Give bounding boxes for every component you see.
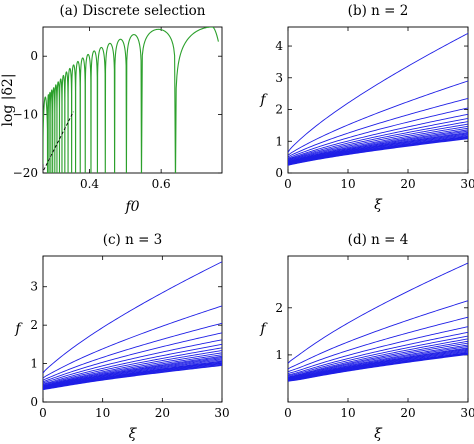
series-line <box>288 262 468 364</box>
x-tick-label: 0 <box>284 177 292 191</box>
plot-area <box>43 261 222 391</box>
x-tick-label: 20 <box>400 177 415 191</box>
y-tick-label: 2 <box>275 301 283 315</box>
series-line <box>288 138 468 166</box>
x-axis-label: ξ <box>129 426 138 442</box>
series-line <box>288 127 468 163</box>
x-axis-label: ξ <box>374 426 383 442</box>
panel-title: (c) n = 3 <box>103 232 163 248</box>
chart-panel-0: (a) Discrete selection 0.4 0.6 −20 −10 0 f0 log… <box>0 3 223 215</box>
series-line <box>288 335 468 377</box>
series-line <box>288 344 468 379</box>
series-line <box>288 331 468 376</box>
series-line <box>288 345 468 380</box>
series-line <box>43 352 222 387</box>
series-line <box>288 80 468 156</box>
series-line <box>43 27 219 173</box>
plot-area <box>288 262 468 382</box>
panel-title: (a) Discrete selection <box>59 3 205 19</box>
plot-area <box>288 32 468 166</box>
x-tick-label: 0 <box>284 406 292 420</box>
y-axis-label: f <box>14 321 23 337</box>
y-tick-label: 0 <box>30 395 38 409</box>
y-tick-label: 2 <box>30 318 38 332</box>
x-tick-label: 20 <box>400 406 415 420</box>
y-tick-label: −10 <box>13 108 38 122</box>
x-tick-label: 20 <box>155 406 170 420</box>
x-tick-label: 30 <box>214 406 229 420</box>
series-line <box>288 123 468 162</box>
y-tick-label: 2 <box>275 103 283 117</box>
plot-frame <box>42 255 223 403</box>
series-line <box>288 32 468 153</box>
panel-title: (d) n = 4 <box>348 232 409 248</box>
plot-frame <box>42 26 223 174</box>
series-line <box>288 121 468 162</box>
series-line <box>288 97 468 158</box>
series-line <box>43 355 222 388</box>
x-tick-label: 30 <box>460 406 474 420</box>
y-axis-label: log |δ2| <box>0 73 16 126</box>
series-line <box>43 350 222 387</box>
chart-panel-1: (b) n = 2 0 10 20 30 0 1 2 3 4 ξ f <box>259 3 474 213</box>
series-line <box>288 300 468 370</box>
plot-frame <box>287 255 469 403</box>
series-line <box>288 125 468 163</box>
series-line <box>43 347 222 386</box>
y-tick-label: 1 <box>275 134 283 148</box>
y-tick-label: 0 <box>30 49 38 63</box>
chart-panel-2: (c) n = 3 0 10 20 30 0 1 2 3 ξ f <box>14 232 229 442</box>
x-tick-label: 0.4 <box>80 177 99 191</box>
y-tick-label: 1 <box>30 357 38 371</box>
chart-panel-3: (d) n = 4 0 10 20 30 1 2 ξ f <box>259 232 474 442</box>
plot-frame <box>287 26 469 174</box>
x-axis-label: f0 <box>124 199 139 215</box>
x-tick-label: 10 <box>340 406 355 420</box>
series-line <box>288 316 468 373</box>
x-axis-label: ξ <box>374 197 383 213</box>
series-line <box>288 117 468 161</box>
y-tick-label: −20 <box>13 166 38 180</box>
series-line <box>43 358 222 389</box>
series-line <box>43 339 222 384</box>
series-line <box>288 338 468 378</box>
y-tick-label: 3 <box>275 71 283 85</box>
x-tick-label: 0 <box>39 406 47 420</box>
y-tick-label: 3 <box>30 280 38 294</box>
series-line <box>288 129 468 163</box>
series-line <box>43 365 222 391</box>
y-tick-label: 0 <box>275 166 283 180</box>
x-tick-label: 10 <box>95 406 110 420</box>
series-line <box>288 113 468 160</box>
series-line <box>43 354 222 388</box>
panel-title: (b) n = 2 <box>348 3 409 19</box>
series-line <box>43 356 222 388</box>
series-line <box>43 359 222 389</box>
series-line <box>288 107 468 159</box>
series-line <box>288 130 468 164</box>
series-line <box>43 343 222 385</box>
x-tick-label: 10 <box>340 177 355 191</box>
envelope-line <box>43 111 74 171</box>
x-tick-label: 0.6 <box>152 177 171 191</box>
series-line <box>288 340 468 378</box>
y-axis-label: f <box>259 92 268 108</box>
series-line <box>43 305 222 379</box>
plot-area <box>43 27 219 173</box>
series-line <box>43 332 222 383</box>
series-line <box>288 326 468 375</box>
y-axis-label: f <box>259 321 268 337</box>
x-tick-label: 30 <box>460 177 474 191</box>
y-tick-label: 1 <box>275 348 283 362</box>
series-line <box>288 342 468 379</box>
series-line <box>43 261 222 374</box>
series-line <box>43 322 222 381</box>
series-line <box>288 353 468 382</box>
y-tick-label: 4 <box>275 39 283 53</box>
